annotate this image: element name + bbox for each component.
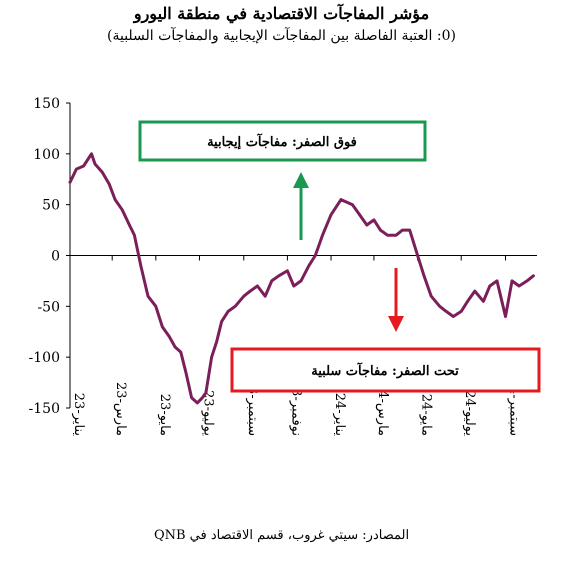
- data-point: [101, 170, 104, 174]
- negative-callout-box: [230, 347, 541, 393]
- data-point: [113, 198, 117, 201]
- x-tick-label: نوفمبر-23: [288, 380, 303, 436]
- data-point: [488, 284, 491, 288]
- x-tick-label: مارس-24: [375, 382, 390, 436]
- x-tick-label: يوليو-23: [200, 390, 215, 436]
- x-tick-label: يناير-24: [332, 393, 347, 437]
- data-point: [264, 295, 267, 298]
- data-point: [438, 305, 441, 308]
- y-tick-label: -150: [29, 401, 60, 417]
- negative-callout-label: تحت الصفر: مفاجآت سلبية: [311, 362, 459, 379]
- data-point: [430, 295, 433, 298]
- data-point: [90, 152, 93, 155]
- data-point: [204, 391, 208, 394]
- data-point: [372, 218, 376, 222]
- series-line: [68, 152, 535, 405]
- data-point: [401, 228, 404, 232]
- data-point: [270, 279, 273, 283]
- data-point: [299, 279, 303, 283]
- data-point: [351, 203, 354, 206]
- positive-callout-box: [138, 120, 427, 162]
- data-point: [329, 213, 333, 216]
- data-point: [146, 295, 150, 298]
- data-point: [482, 300, 485, 303]
- y-tick-label: 150: [33, 96, 60, 112]
- data-point: [75, 167, 78, 171]
- data-point: [161, 325, 164, 328]
- data-point: [179, 350, 182, 354]
- data-point: [93, 162, 97, 166]
- data-point: [386, 234, 389, 237]
- data-point: [504, 315, 507, 318]
- data-point: [452, 315, 455, 318]
- up-arrow: [293, 172, 309, 240]
- positive-callout-label: فوق الصفر: مفاجآت إيجابية: [207, 133, 357, 150]
- chart-title: مؤشر المفاجآت الاقتصادية في منطقة اليورو: [133, 4, 430, 23]
- data-point: [108, 183, 111, 186]
- data-point: [358, 213, 361, 216]
- data-point: [168, 335, 171, 338]
- data-point: [196, 401, 199, 405]
- x-tick-label: مارس-23: [113, 382, 128, 436]
- data-point: [234, 305, 237, 308]
- data-point: [121, 208, 124, 211]
- down-arrow: [388, 268, 404, 332]
- data-point: [292, 284, 295, 288]
- data-point: [321, 234, 324, 237]
- data-point: [286, 269, 289, 272]
- data-point: [215, 340, 218, 344]
- x-tick-label: يناير-23: [71, 393, 86, 437]
- y-tick-label: -50: [37, 299, 60, 315]
- data-point: [277, 274, 280, 277]
- data-point: [466, 300, 469, 303]
- data-point: [422, 274, 426, 277]
- data-point: [307, 264, 311, 267]
- x-tick-label: مايو-24: [419, 394, 434, 436]
- data-point: [226, 310, 230, 313]
- y-tick-label: 50: [42, 198, 60, 214]
- data-point: [394, 234, 398, 237]
- data-point: [525, 279, 529, 283]
- x-tick-label: يوليو-24: [462, 390, 477, 436]
- y-tick-label: -100: [29, 350, 60, 366]
- data-point: [210, 356, 213, 359]
- data-point: [365, 223, 368, 227]
- data-point: [256, 284, 259, 288]
- y-tick-label: 100: [33, 147, 60, 163]
- data-point: [517, 284, 521, 288]
- callouts: فوق الصفر: مفاجآت إيجابية تحت الصفر: مفا…: [138, 120, 541, 393]
- data-point: [184, 371, 188, 374]
- chart-subtitle: (0: العتبة الفاصلة بين المفاجآت الإيجابي…: [107, 28, 456, 44]
- data-point: [495, 279, 499, 283]
- data-point: [154, 305, 157, 308]
- data-point: [416, 254, 419, 257]
- data-point: [445, 310, 448, 313]
- data-point: [133, 234, 136, 237]
- data-point: [128, 223, 131, 227]
- data-point: [408, 228, 411, 232]
- data-point: [68, 181, 72, 184]
- y-tick-label: 0: [51, 249, 60, 265]
- data-point: [220, 320, 223, 323]
- data-point: [510, 279, 514, 283]
- data-point: [139, 264, 142, 267]
- axes: 150 100 50 0 -50 -100 -150 يناير-23 مارس-23 مايو-…: [29, 96, 537, 436]
- x-tick-label: مايو-23: [157, 394, 172, 436]
- data-point: [201, 396, 204, 399]
- data-point: [242, 295, 245, 298]
- data-point: [379, 228, 382, 232]
- source-note: المصادر: سيتي غروب، قسم الاقتصاد في QNB: [153, 528, 410, 543]
- data-point: [249, 289, 252, 293]
- plot-area: [68, 152, 535, 405]
- data-point: [173, 345, 177, 349]
- data-point: [190, 396, 193, 399]
- data-point: [339, 198, 343, 201]
- data-point: [314, 254, 317, 257]
- data-point: [473, 289, 476, 293]
- data-point: [82, 164, 85, 168]
- data-point: [532, 274, 535, 277]
- data-point: [460, 310, 463, 313]
